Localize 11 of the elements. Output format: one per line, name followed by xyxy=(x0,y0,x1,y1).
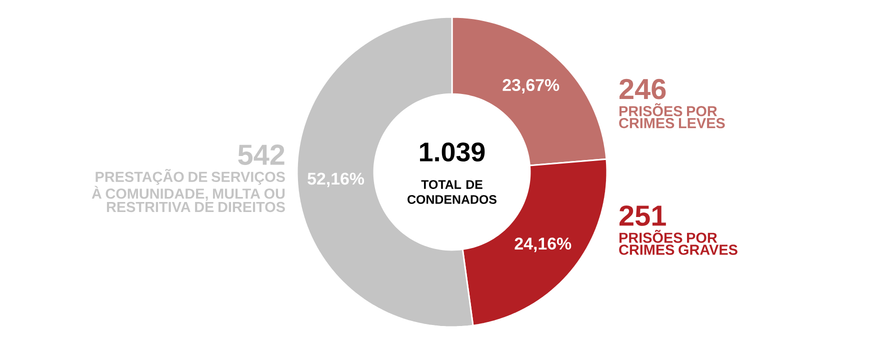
slice-label: PRISÕES POR CRIMES LEVES xyxy=(619,103,725,128)
slice-label: PRISÕES POR CRIMES GRAVES xyxy=(619,230,738,255)
text: 1.039 xyxy=(420,142,485,162)
data-label: 23,67% xyxy=(502,79,560,94)
text: 246 xyxy=(620,78,666,100)
data-label: 24,16% xyxy=(514,238,572,252)
text: TOTAL DE CONDENADOS xyxy=(408,180,496,204)
data-label: 52,16% xyxy=(308,172,364,188)
text: 251 xyxy=(620,205,666,226)
text: 542 xyxy=(238,144,284,165)
slice-label: PRESTAÇÃO DE SERVIÇOS À COMUNIDADE, MULTA OU RESTRITIVA DE DIREITOS xyxy=(92,168,285,212)
